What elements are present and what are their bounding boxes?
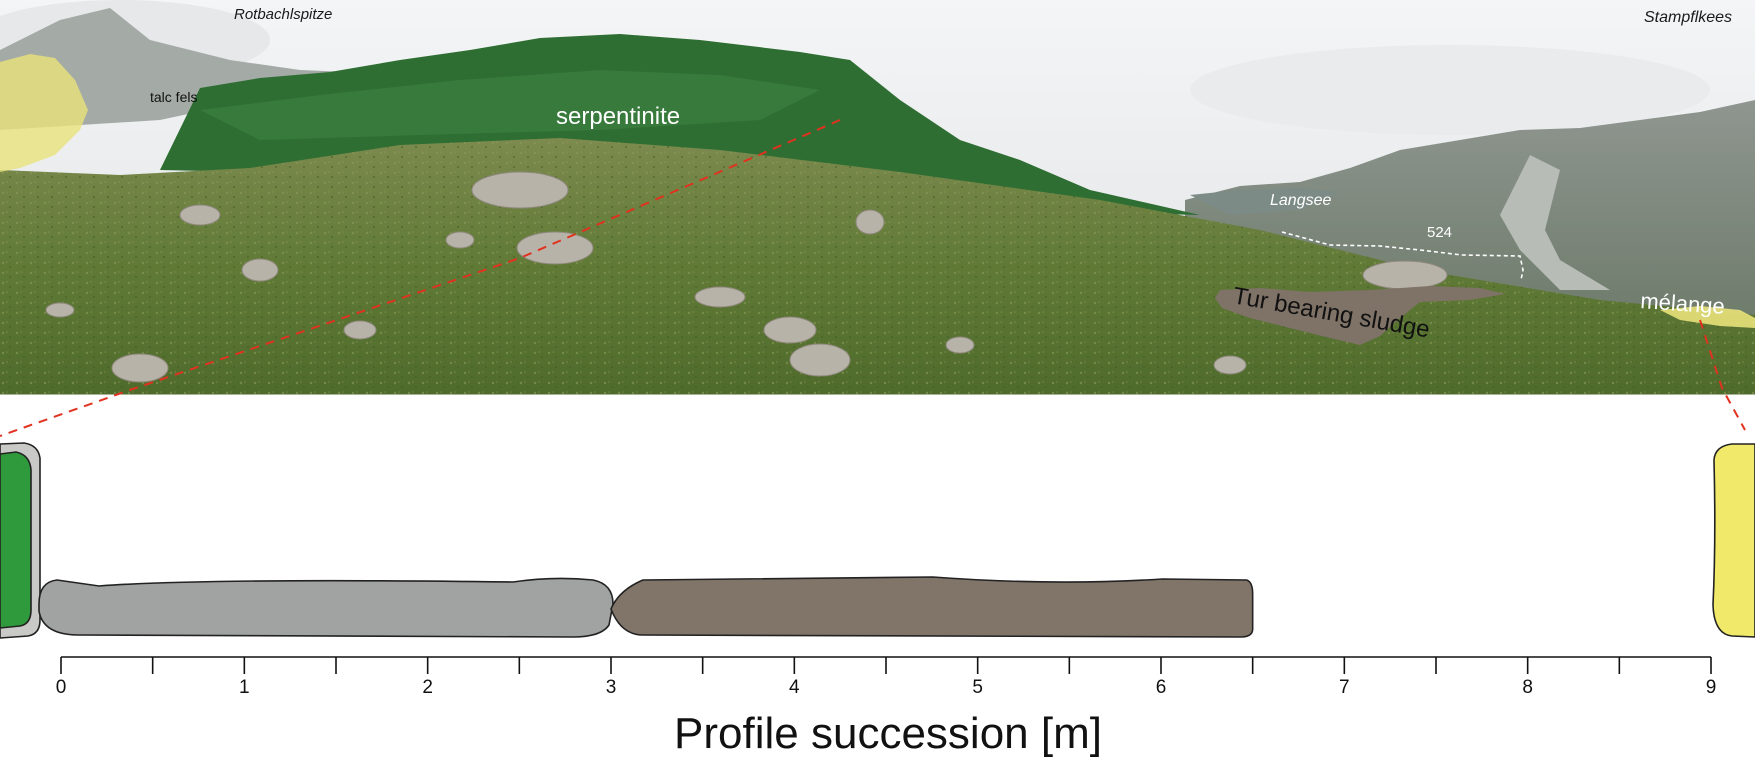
scale-tick-label: 0 <box>56 677 67 698</box>
boulder <box>694 286 746 308</box>
boulder <box>1362 260 1448 290</box>
boulder <box>516 231 594 265</box>
boulder <box>111 353 169 383</box>
boulder <box>179 204 221 226</box>
profile-unit-tur-sludge <box>610 576 1254 638</box>
melange-overlay <box>1660 306 1755 328</box>
serpentinite-ridge-shade <box>200 70 820 140</box>
boulder <box>763 316 817 344</box>
melange-block <box>1712 443 1755 638</box>
boulder <box>343 320 377 340</box>
scale-tick-label: 9 <box>1706 677 1717 698</box>
label-melange: mélange <box>1640 288 1726 319</box>
boulder <box>855 209 885 235</box>
boulder <box>45 302 75 318</box>
label-stampflkees: Stampflkees <box>1644 9 1732 26</box>
boulder <box>471 171 569 209</box>
label-serpentinite: serpentinite <box>556 103 680 130</box>
label-rotbachlspitze: Rotbachlspitze <box>234 6 332 23</box>
scale-tick-label: 5 <box>972 677 983 698</box>
serpentinite-block <box>0 451 32 629</box>
scale-tick-label: 4 <box>789 677 800 698</box>
field-photo: Rotbachlspitze Stampflkees talc fels ser… <box>0 0 1755 437</box>
scale-title: Profile succession [m] <box>674 709 1102 758</box>
profile-panel: 0 1 2 3 4 5 6 7 8 9 Profile succession [m] <box>0 442 1755 758</box>
label-talc-fels: talc fels <box>150 89 197 105</box>
scale-tick-label: 8 <box>1522 677 1533 698</box>
boulder <box>945 336 975 354</box>
scale-tick-label: 6 <box>1156 677 1167 698</box>
scale-tick-label: 3 <box>606 677 617 698</box>
scale-tick-label: 7 <box>1339 677 1350 698</box>
trail-524 <box>1281 231 1524 281</box>
profile-unit-grey <box>38 577 614 638</box>
langsee-valley <box>1190 188 1340 215</box>
boulder <box>241 258 279 282</box>
left-mountain <box>0 8 350 130</box>
scale-tick-label: 2 <box>422 677 433 698</box>
label-524: 524 <box>1427 224 1452 241</box>
boulder <box>445 231 475 249</box>
tur-sludge-outline <box>1215 286 1505 345</box>
scale-axis: 0 1 2 3 4 5 6 7 8 9 <box>56 656 1717 698</box>
boulder <box>789 343 851 377</box>
label-langsee: Langsee <box>1270 192 1331 209</box>
cloud <box>1190 45 1710 135</box>
scree-slope <box>1500 155 1610 290</box>
correlation-line-right <box>1699 319 1746 431</box>
boulder <box>1213 355 1247 375</box>
scale-tick-label: 1 <box>239 677 250 698</box>
boulders <box>45 171 1448 383</box>
talc-overlay <box>0 54 88 172</box>
